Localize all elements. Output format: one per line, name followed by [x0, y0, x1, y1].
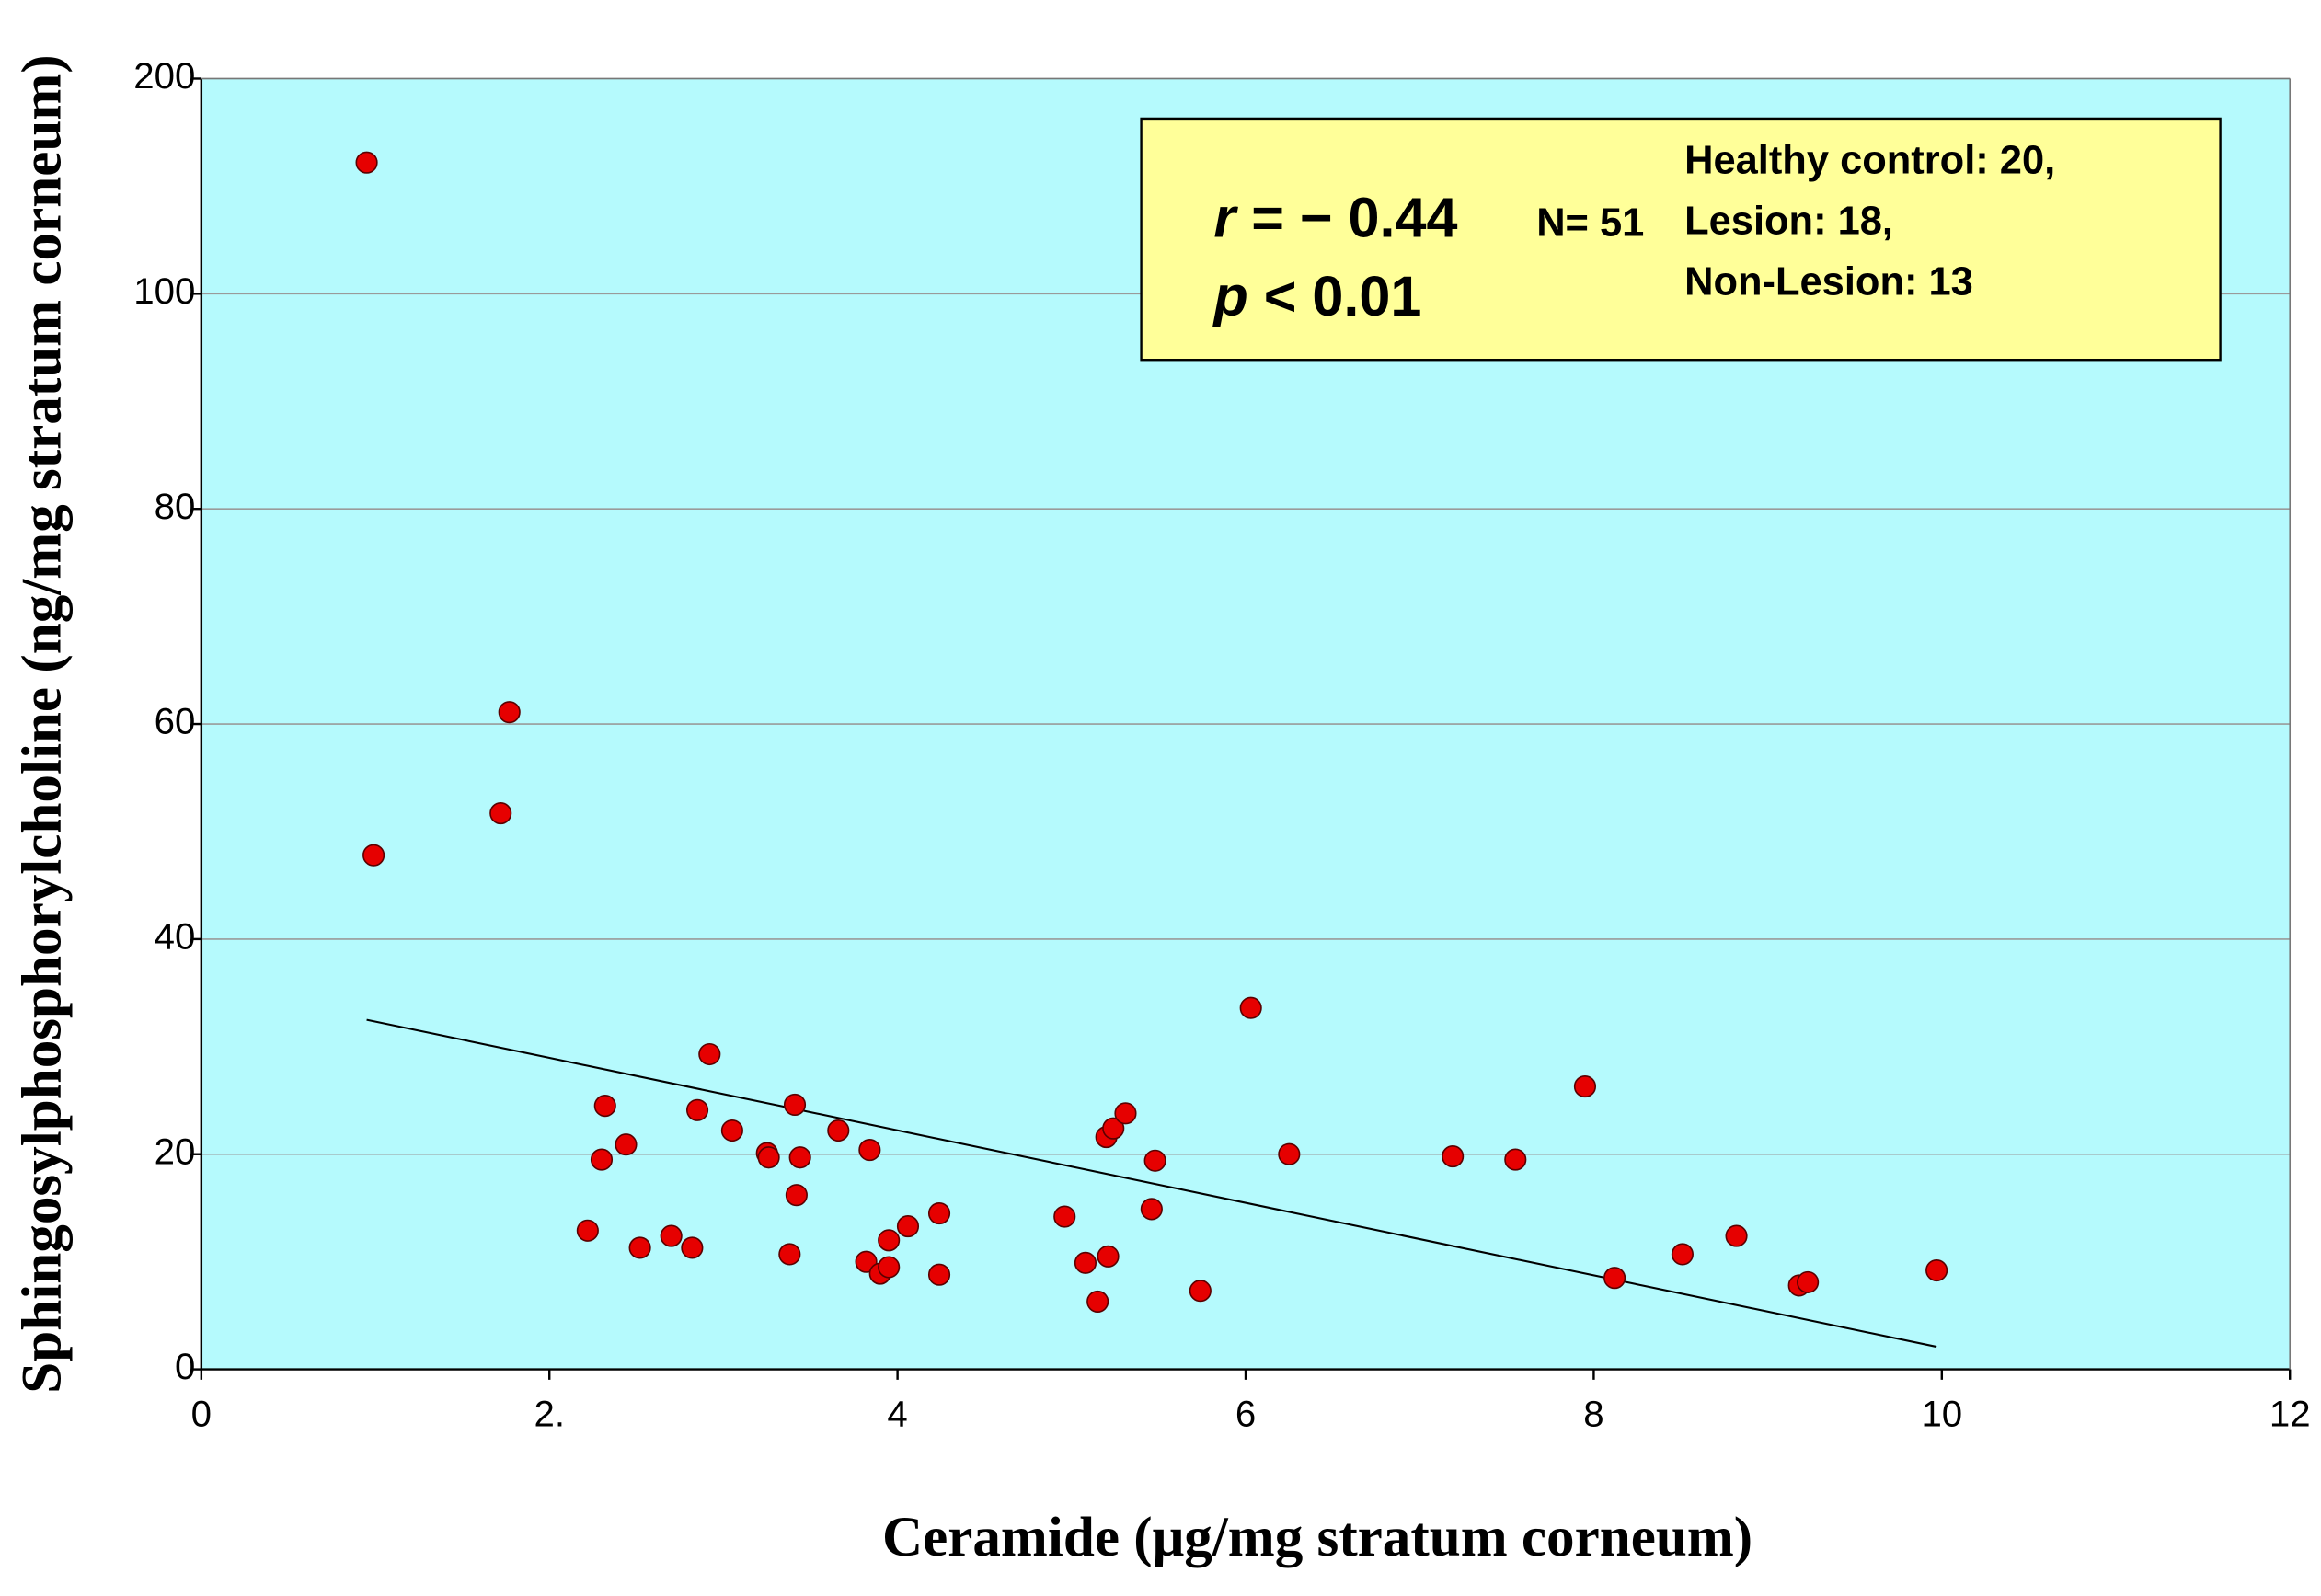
point — [927, 1263, 951, 1286]
point — [615, 1133, 638, 1156]
marks — [355, 151, 1948, 1349]
point — [1504, 1148, 1527, 1171]
y-tick-label: 20 — [155, 1131, 196, 1172]
x-tick-label: 6 — [1235, 1394, 1256, 1435]
point — [778, 1243, 801, 1266]
point — [1278, 1142, 1301, 1165]
point — [628, 1236, 651, 1259]
p-stat: p < 0.01 — [1212, 265, 1421, 327]
point — [720, 1119, 743, 1142]
point — [1189, 1280, 1212, 1303]
x-tick-label: 0 — [191, 1394, 212, 1435]
ticks: 0 20 40 60 80 100 200 0 2. 4 6 8 10 12 — [133, 55, 2310, 1435]
point — [896, 1215, 920, 1238]
x-tick-label: 10 — [1921, 1394, 1962, 1435]
x-tick-label: 12 — [2269, 1394, 2311, 1435]
point — [1925, 1258, 1948, 1282]
y-tick-label: 0 — [175, 1346, 195, 1387]
point — [757, 1146, 780, 1169]
point — [1097, 1245, 1120, 1268]
point — [489, 802, 512, 825]
point — [1603, 1267, 1626, 1290]
point — [681, 1236, 704, 1259]
point — [927, 1201, 951, 1225]
group-count: Non-Lesion: 13 — [1684, 260, 1973, 304]
p-symbol: p — [1212, 265, 1247, 327]
point — [1086, 1290, 1109, 1314]
point — [1074, 1251, 1097, 1274]
y-tick-label: 80 — [155, 486, 196, 527]
y-tick-label: 40 — [155, 916, 196, 958]
n-count: N= 51 — [1536, 201, 1644, 245]
point — [785, 1184, 808, 1207]
point — [498, 701, 521, 724]
y-tick-label: 200 — [133, 55, 195, 97]
point — [1797, 1270, 1820, 1293]
point — [590, 1148, 614, 1171]
annotation-box — [1140, 117, 2222, 362]
x-tick-label: 2. — [534, 1394, 565, 1435]
trend-line — [366, 1018, 1937, 1349]
y-tick-label: 60 — [155, 701, 196, 742]
point — [1573, 1075, 1597, 1098]
point — [1053, 1205, 1076, 1228]
point — [1143, 1149, 1166, 1172]
r-value: = − 0.44 — [1251, 187, 1457, 249]
x-axis-title: Ceramide (μg/mg stratum corneum) — [882, 1507, 1752, 1568]
point — [1442, 1145, 1465, 1168]
point — [1671, 1243, 1694, 1266]
point — [576, 1219, 599, 1242]
point — [593, 1095, 616, 1118]
point — [827, 1119, 850, 1142]
y-tick-label: 100 — [133, 270, 195, 312]
point — [788, 1146, 811, 1169]
group-count: Healthy control: 20, — [1684, 139, 2055, 183]
point — [1114, 1102, 1137, 1125]
point — [858, 1139, 881, 1162]
point — [1140, 1198, 1163, 1221]
point — [1102, 1117, 1125, 1140]
point — [660, 1224, 683, 1247]
x-tick-label: 8 — [1583, 1394, 1603, 1435]
y-axis-title: Sphingosylphosphorylcholine (ng/mg strat… — [12, 54, 74, 1393]
point — [362, 844, 385, 867]
point — [1725, 1224, 1748, 1247]
point — [355, 151, 378, 174]
x-tick-label: 4 — [887, 1394, 907, 1435]
point — [685, 1098, 709, 1121]
point — [783, 1093, 807, 1117]
point — [1239, 996, 1262, 1019]
point — [698, 1042, 721, 1066]
point — [878, 1256, 901, 1279]
point — [878, 1229, 901, 1252]
group-count: Lesion: 18, — [1684, 200, 1893, 244]
r-stat: r = − 0.44 — [1213, 187, 1457, 249]
r-symbol: r — [1213, 187, 1238, 249]
p-value: < 0.01 — [1264, 265, 1422, 327]
